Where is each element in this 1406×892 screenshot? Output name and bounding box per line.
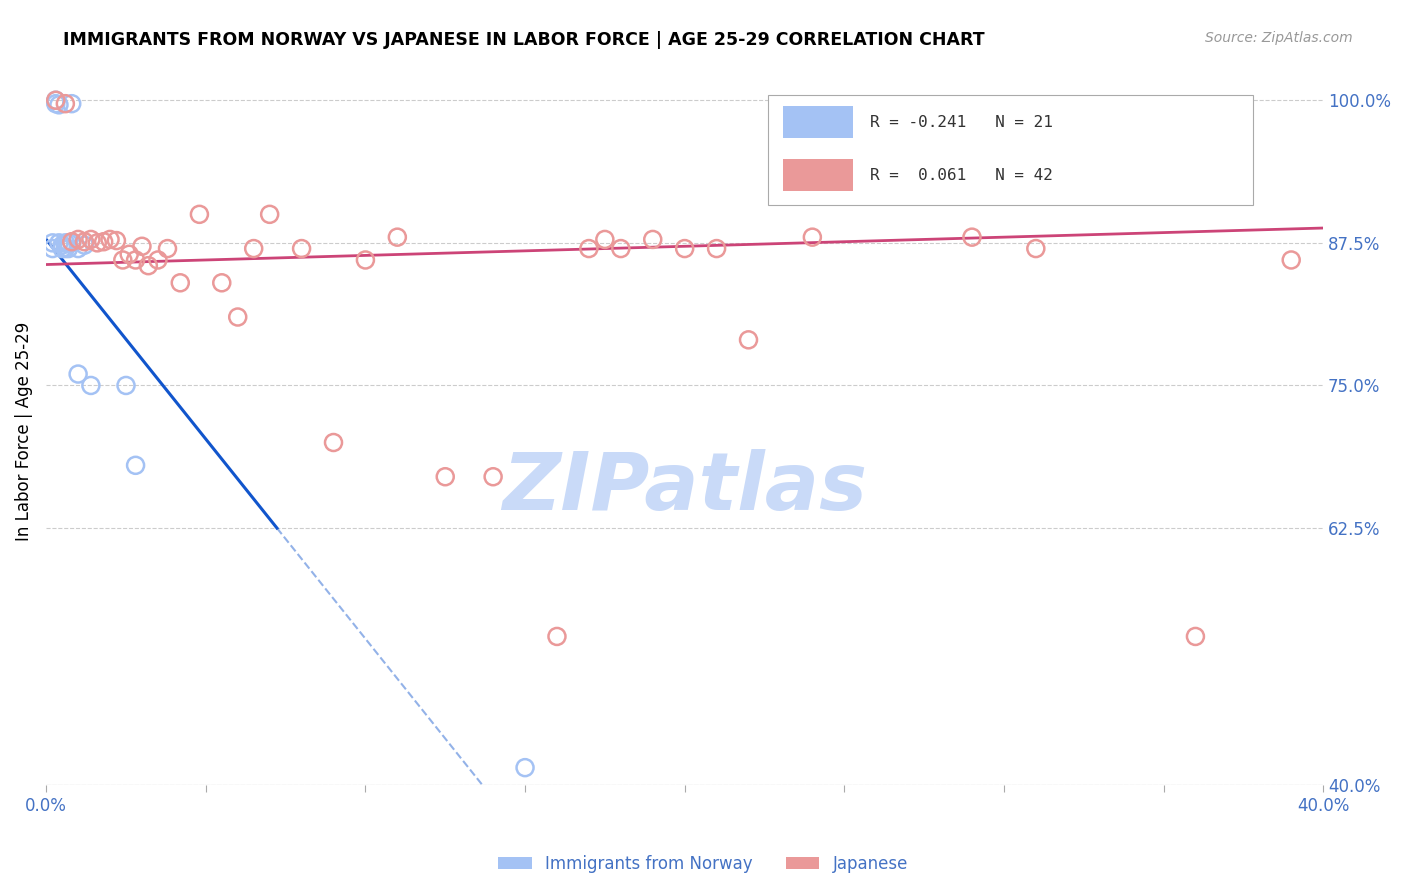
Point — [73, 238, 96, 252]
Point — [290, 242, 312, 256]
Bar — [783, 159, 853, 191]
Legend: Immigrants from Norway, Japanese: Immigrants from Norway, Japanese — [492, 848, 914, 880]
Point — [51, 238, 73, 252]
Point — [259, 207, 281, 221]
Text: ZIPatlas: ZIPatlas — [502, 449, 868, 526]
Y-axis label: In Labor Force | Age 25-29: In Labor Force | Age 25-29 — [15, 321, 32, 541]
Point — [960, 230, 983, 244]
Point — [41, 242, 63, 256]
Point — [124, 458, 146, 473]
Point — [673, 242, 696, 256]
Point — [45, 96, 67, 111]
Point — [60, 235, 83, 250]
Point — [53, 96, 76, 111]
Bar — [783, 106, 853, 137]
Point — [131, 239, 153, 253]
Point — [546, 630, 568, 644]
Point — [118, 247, 141, 261]
Point — [322, 435, 344, 450]
Point — [80, 232, 103, 246]
Point — [67, 242, 90, 256]
Point — [188, 207, 211, 221]
Point — [58, 235, 80, 250]
Point — [226, 310, 249, 324]
Text: R = -0.241   N = 21: R = -0.241 N = 21 — [870, 114, 1053, 129]
Point — [105, 234, 128, 248]
Point — [111, 252, 134, 267]
Point — [242, 242, 264, 256]
Point — [53, 235, 76, 250]
Point — [434, 469, 457, 483]
Point — [58, 242, 80, 256]
Point — [80, 378, 103, 392]
Point — [60, 96, 83, 111]
Point — [45, 93, 67, 107]
Point — [67, 232, 90, 246]
Text: Source: ZipAtlas.com: Source: ZipAtlas.com — [1205, 31, 1353, 45]
Point — [169, 276, 191, 290]
Point — [513, 761, 536, 775]
Point — [482, 469, 505, 483]
FancyBboxPatch shape — [768, 95, 1253, 205]
Point — [610, 242, 633, 256]
Point — [211, 276, 233, 290]
Point — [706, 242, 728, 256]
Point — [578, 242, 600, 256]
Text: IMMIGRANTS FROM NORWAY VS JAPANESE IN LABOR FORCE | AGE 25-29 CORRELATION CHART: IMMIGRANTS FROM NORWAY VS JAPANESE IN LA… — [63, 31, 984, 49]
Point — [146, 252, 169, 267]
Point — [86, 235, 108, 250]
Point — [115, 378, 138, 392]
Point — [801, 230, 824, 244]
Point — [124, 252, 146, 267]
Point — [51, 242, 73, 256]
Point — [53, 242, 76, 256]
Point — [48, 235, 70, 250]
Point — [387, 230, 409, 244]
Point — [67, 367, 90, 381]
Point — [1279, 252, 1302, 267]
Point — [41, 235, 63, 250]
Point — [156, 242, 179, 256]
Point — [1184, 630, 1206, 644]
Point — [1025, 242, 1047, 256]
Point — [60, 235, 83, 249]
Point — [98, 232, 121, 246]
Point — [93, 235, 115, 249]
Text: R =  0.061   N = 42: R = 0.061 N = 42 — [870, 168, 1053, 183]
Point — [73, 235, 96, 249]
Point — [354, 252, 377, 267]
Point — [641, 232, 664, 246]
Point — [45, 93, 67, 107]
Point — [48, 98, 70, 112]
Point — [138, 259, 160, 273]
Point — [593, 232, 616, 246]
Point — [737, 333, 759, 347]
